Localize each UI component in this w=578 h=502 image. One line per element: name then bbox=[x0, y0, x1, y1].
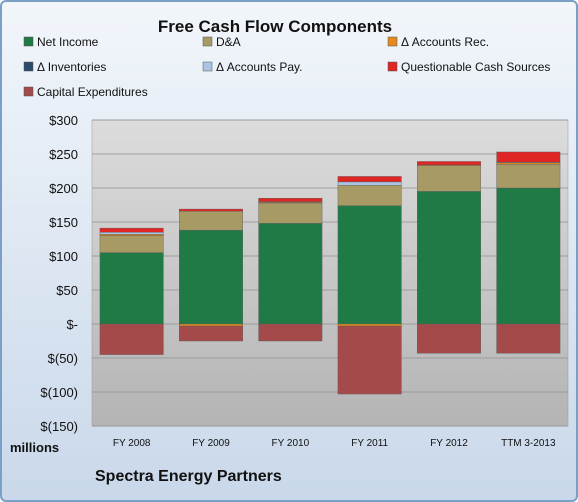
bar-segment bbox=[417, 165, 481, 192]
plot-area bbox=[91, 119, 569, 427]
bar-segment bbox=[496, 323, 561, 354]
bar-segment bbox=[179, 323, 243, 327]
bar-segment bbox=[417, 161, 481, 166]
x-tick-label: FY 2010 bbox=[272, 438, 310, 449]
x-tick-label: FY 2011 bbox=[351, 438, 388, 449]
bar-segment bbox=[337, 323, 402, 327]
bar-segment bbox=[258, 197, 323, 202]
legend-label: Net Income bbox=[37, 35, 99, 49]
y-axis: $(150) $(100) $(50) $- $50 $100 $150 $200 $250 $3… bbox=[40, 113, 78, 434]
bars bbox=[99, 151, 561, 395]
bar-segment bbox=[99, 234, 164, 236]
bar-segment bbox=[258, 202, 323, 224]
legend-label: Questionable Cash Sources bbox=[401, 60, 550, 74]
chart-title: Free Cash Flow Components bbox=[158, 17, 392, 36]
gridlines bbox=[92, 119, 568, 427]
bar-segment bbox=[99, 235, 164, 253]
bar-segment bbox=[99, 227, 164, 233]
bar-segment bbox=[496, 162, 561, 165]
bar-segment bbox=[417, 191, 481, 325]
y-tick-label: $- bbox=[66, 317, 78, 332]
units-label: millions bbox=[10, 440, 59, 455]
bar-segment bbox=[99, 231, 164, 235]
bar-segment bbox=[99, 252, 164, 325]
bar-segment bbox=[179, 325, 243, 342]
y-tick-label: $300 bbox=[49, 113, 78, 128]
bar-segment bbox=[337, 205, 402, 325]
bar-segment bbox=[179, 208, 243, 212]
bar-segment bbox=[258, 223, 323, 325]
y-tick-label: $50 bbox=[56, 283, 78, 298]
y-tick-label: $(100) bbox=[40, 385, 78, 400]
bar-segment bbox=[99, 323, 164, 355]
y-tick-label: $250 bbox=[49, 147, 78, 162]
bar-segment bbox=[337, 176, 402, 183]
bar-segment bbox=[337, 185, 402, 206]
y-tick-label: $(150) bbox=[40, 419, 78, 434]
legend: Net Income D&A Δ Accounts Rec. Δ Inventorie… bbox=[23, 35, 550, 99]
bar-segment bbox=[258, 323, 323, 342]
bar-segment bbox=[179, 210, 243, 231]
legend-label: Capital Expenditures bbox=[37, 85, 148, 99]
x-tick-label: FY 2009 bbox=[192, 438, 230, 449]
bar-segment bbox=[337, 181, 402, 186]
bar-segment bbox=[337, 325, 402, 395]
legend-swatch bbox=[202, 36, 213, 47]
x-tick-label: FY 2008 bbox=[113, 438, 151, 449]
x-axis: FY 2008 FY 2009 FY 2010 FY 2011 FY 2012 TTM 3… bbox=[113, 438, 556, 449]
bar-segment bbox=[496, 163, 561, 189]
legend-swatch bbox=[387, 61, 398, 72]
bar-segment bbox=[496, 151, 561, 163]
legend-label: D&A bbox=[216, 35, 241, 49]
legend-label: Δ Inventories bbox=[37, 60, 106, 74]
y-tick-label: $100 bbox=[49, 249, 78, 264]
bar-segment bbox=[179, 229, 243, 325]
legend-swatch bbox=[387, 36, 398, 47]
y-tick-label: $200 bbox=[49, 181, 78, 196]
bar-segment bbox=[496, 187, 561, 325]
y-tick-label: $150 bbox=[49, 215, 78, 230]
bar-segment bbox=[417, 323, 481, 354]
legend-swatch bbox=[23, 86, 34, 97]
legend-label: Δ Accounts Rec. bbox=[401, 35, 489, 49]
company-label: Spectra Energy Partners bbox=[95, 468, 282, 485]
legend-swatch bbox=[202, 61, 213, 72]
x-tick-label: TTM 3-2013 bbox=[501, 438, 556, 449]
y-tick-label: $(50) bbox=[48, 351, 78, 366]
legend-swatch bbox=[23, 36, 34, 47]
x-tick-label: FY 2012 bbox=[430, 438, 468, 449]
legend-swatch bbox=[23, 61, 34, 72]
legend-label: Δ Accounts Pay. bbox=[216, 60, 303, 74]
